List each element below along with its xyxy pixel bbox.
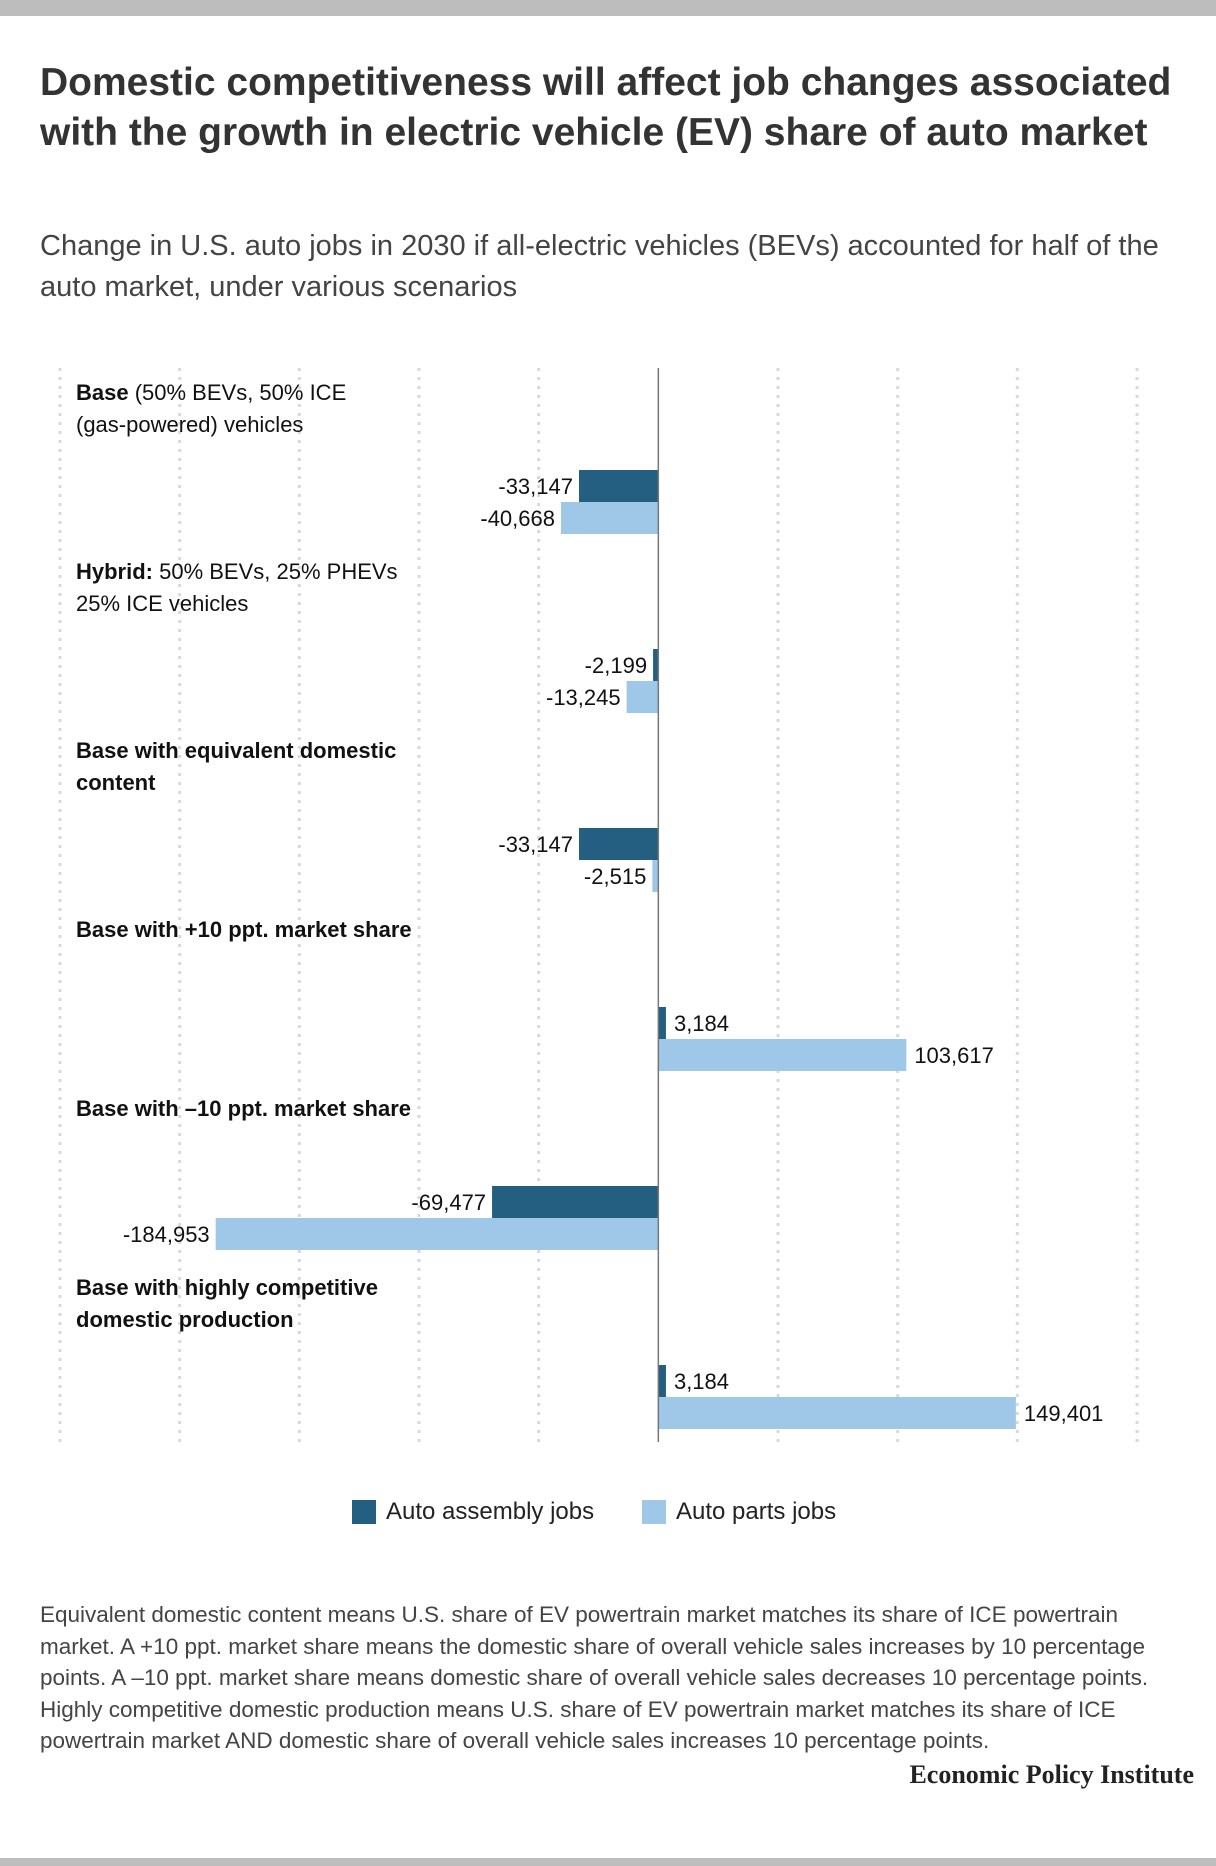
chart-subtitle: Change in U.S. auto jobs in 2030 if all-… [40,230,1159,303]
category-label: Base with highly competitive [76,1275,378,1300]
bar-assembly [658,1365,666,1397]
bar-parts [626,681,659,713]
category-label-line2: content [76,770,156,795]
legend-label-parts: Auto parts jobs [676,1498,837,1525]
top-bar [0,0,1216,16]
data-label-parts: -2,515 [584,864,646,889]
data-label-parts: 103,617 [914,1043,994,1068]
legend-swatch-assembly [352,1500,376,1524]
footnote: Equivalent domestic content means U.S. s… [40,1602,1149,1753]
data-label-assembly: -33,147 [498,832,573,857]
chart-title: Domestic competitiveness will affect job… [40,61,1172,154]
bar-parts [215,1218,659,1250]
category-label: Base with equivalent domestic [76,738,396,763]
legend-label-assembly: Auto assembly jobs [386,1498,595,1525]
data-label-parts: -184,953 [123,1222,210,1247]
data-label-parts: -13,245 [546,685,621,710]
bar-assembly [579,828,659,860]
legend-item-assembly: Auto assembly jobs [352,1495,594,1529]
bar-parts [652,860,659,892]
bar-assembly [658,1007,666,1039]
category-label: Base with +10 ppt. market share [76,917,412,942]
legend-swatch-parts [642,1500,666,1524]
brand-logo: Economic Policy Institute [909,1760,1194,1789]
data-label-assembly: 3,184 [674,1011,729,1036]
bar-assembly [579,470,659,502]
category-label-line2: 25% ICE vehicles [76,591,248,616]
data-label-assembly: 3,184 [674,1369,729,1394]
data-label-parts: 149,401 [1024,1401,1104,1426]
category-label: Base with –10 ppt. market share [76,1096,411,1121]
legend: Auto assembly jobs Auto parts jobs [0,1495,1216,1529]
bar-parts [658,1039,907,1071]
category-label-line2: domestic production [76,1307,294,1332]
bar-parts [561,502,659,534]
bar-assembly [492,1186,659,1218]
bar-assembly [653,649,659,681]
data-label-assembly: -2,199 [585,653,647,678]
category-label: Hybrid: 50% BEVs, 25% PHEVs [76,559,398,584]
data-label-assembly: -33,147 [498,474,573,499]
category-label: Base (50% BEVs, 50% ICE [76,380,346,405]
data-label-assembly: -69,477 [411,1190,486,1215]
bottom-bar [0,1858,1216,1866]
legend-item-parts: Auto parts jobs [642,1495,836,1529]
data-label-parts: -40,668 [480,506,555,531]
bar-parts [658,1397,1016,1429]
bar-chart: Base (50% BEVs, 50% ICE (gas-powered) veh… [58,368,1139,1442]
category-label-line2: (gas-powered) vehicles [76,412,303,437]
